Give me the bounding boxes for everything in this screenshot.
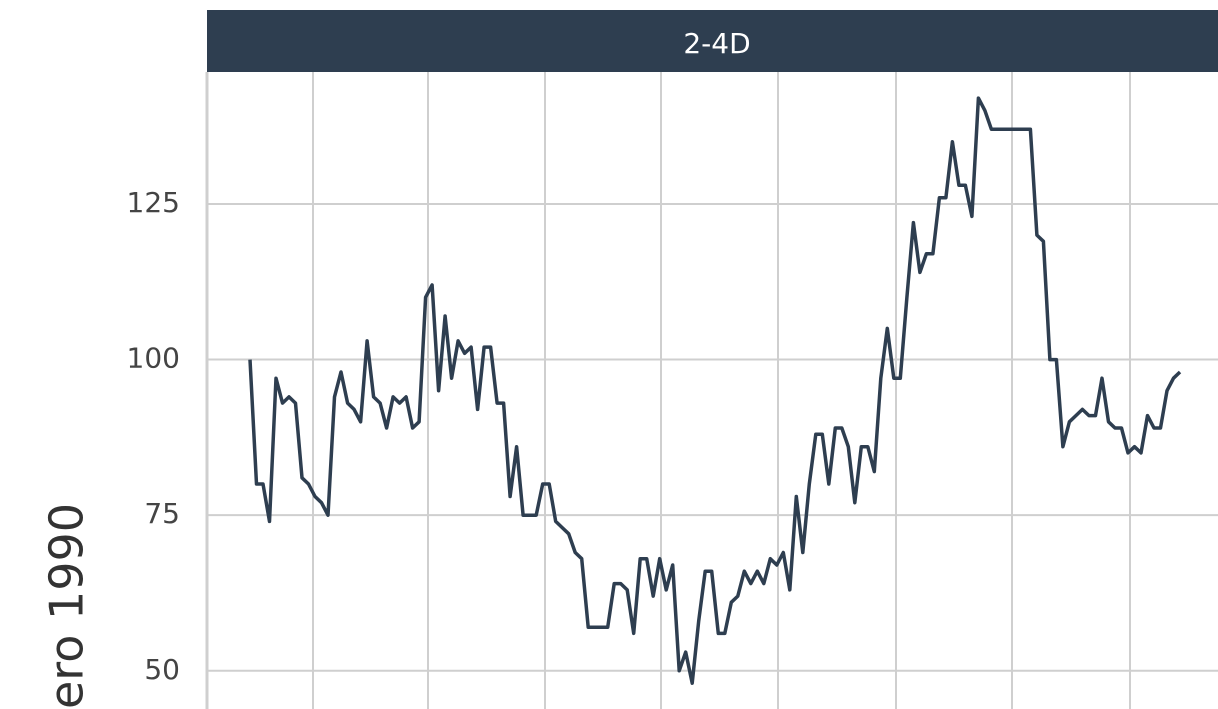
data-line [248, 96, 1182, 685]
x-grid [312, 72, 1131, 709]
facet-strip [207, 10, 1218, 72]
y-tick-label: 50 [144, 653, 180, 686]
y-tick-label: 75 [144, 497, 180, 530]
y-tick-label: 125 [127, 186, 180, 219]
y-axis-label: ero 1990 [40, 503, 94, 709]
y-tick-label: 100 [127, 342, 180, 375]
facet-title: 2-4D [683, 27, 750, 60]
